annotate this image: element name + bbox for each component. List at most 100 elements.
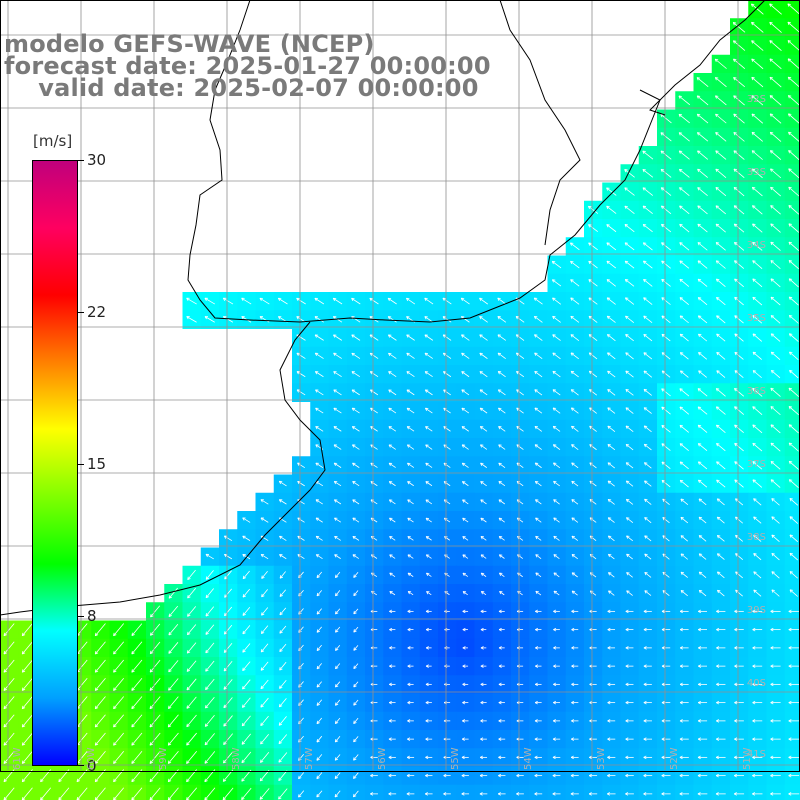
wind-arrow-head: [733, 187, 736, 191]
wind-arrow: [535, 535, 542, 541]
wind-arrow: [443, 499, 451, 505]
wind-arrow: [626, 498, 634, 505]
wind-arrow-head: [734, 738, 738, 741]
wind-arrow-head: [788, 773, 792, 776]
wind-arrow-head: [697, 443, 700, 447]
wind-arrow: [626, 535, 634, 542]
wind-arrow: [224, 606, 233, 617]
wind-arrow: [607, 370, 616, 378]
wind-arrow-head: [734, 352, 737, 356]
wind-arrow: [626, 480, 634, 487]
wind-speed-cell: [784, 73, 800, 92]
wind-arrow: [752, 351, 762, 360]
wind-arrow-head: [498, 536, 501, 540]
wind-arrow-head: [789, 571, 792, 575]
wind-speed-cell: [200, 784, 220, 800]
wind-arrow: [335, 608, 341, 615]
wind-arrow-head: [353, 612, 357, 615]
wind-arrow: [205, 696, 215, 709]
wind-arrow-head: [389, 627, 393, 630]
wind-arrow-head: [424, 792, 428, 795]
wind-arrow-head: [353, 795, 357, 798]
wind-arrow-head: [661, 611, 665, 614]
wind-arrow: [553, 572, 560, 578]
wind-arrow-head: [752, 242, 755, 246]
wind-arrow-head: [679, 370, 682, 374]
wind-arrow-head: [607, 627, 611, 630]
latitude-label: 33S: [746, 167, 766, 178]
wind-arrow-head: [751, 168, 754, 172]
wind-arrow-head: [480, 665, 484, 668]
wind-arrow-head: [607, 775, 611, 778]
wind-arrow: [589, 517, 597, 523]
wind-arrow: [40, 787, 52, 800]
wind-arrow-head: [753, 498, 755, 502]
wind-arrow-head: [314, 316, 317, 320]
wind-speed-cell: [328, 784, 348, 800]
wind-arrow-head: [479, 793, 483, 796]
wind-arrow-head: [480, 591, 483, 595]
wind-arrow: [21, 750, 33, 764]
wind-arrow-head: [388, 389, 391, 393]
wind-arrow-head: [752, 479, 756, 481]
wind-speed-cell: [255, 784, 275, 800]
wind-arrow-head: [697, 150, 699, 154]
wind-arrow: [187, 587, 196, 599]
wind-arrow-head: [716, 461, 718, 465]
wind-arrow-head: [571, 481, 574, 485]
wind-arrow-head: [606, 206, 609, 210]
wind-arrow-head: [734, 664, 738, 667]
wind-arrow-head: [788, 131, 792, 134]
wind-arrow-head: [715, 773, 719, 776]
wind-arrow-head: [644, 462, 646, 466]
wind-arrow-head: [388, 426, 391, 430]
wind-arrow-head: [407, 719, 411, 722]
wind-arrow-head: [624, 297, 627, 301]
wind-arrow: [789, 315, 799, 324]
wind-arrow: [334, 772, 341, 779]
wind-arrow-head: [734, 611, 738, 614]
wind-arrow-head: [425, 426, 428, 430]
wind-arrow: [571, 535, 579, 541]
wind-arrow-head: [771, 333, 775, 335]
wind-arrow: [534, 334, 543, 341]
wind-arrow-head: [752, 241, 756, 244]
wind-arrow: [715, 242, 726, 251]
wind-arrow: [517, 554, 524, 559]
wind-arrow: [499, 591, 505, 596]
wind-arrow-head: [680, 535, 684, 537]
wind-arrow-head: [444, 536, 447, 540]
wind-arrow-head: [625, 315, 629, 317]
wind-arrow-head: [643, 793, 647, 796]
wind-arrow: [113, 677, 125, 691]
wind-arrow: [733, 168, 745, 179]
wind-arrow: [149, 659, 161, 673]
wind-arrow-head: [462, 682, 466, 685]
wind-speed-cell: [584, 784, 603, 800]
wind-arrow-head: [625, 702, 629, 705]
wind-arrow: [407, 499, 414, 505]
wind-arrow-head: [260, 724, 264, 726]
wind-arrow-head: [625, 407, 628, 411]
wind-arrow-head: [534, 702, 538, 705]
wind-speed-cell: [784, 511, 800, 530]
wind-arrow-head: [698, 517, 701, 521]
wind-arrow-head: [261, 593, 263, 597]
wind-arrow: [335, 663, 341, 670]
wind-arrow: [570, 315, 580, 323]
wind-speed-cell: [784, 547, 800, 567]
colorbar-tickmark: [78, 616, 84, 617]
wind-arrow: [533, 297, 543, 305]
wind-arrow-head: [788, 627, 792, 630]
wind-arrow-head: [571, 426, 574, 430]
wind-arrow-head: [679, 352, 682, 356]
wind-arrow: [734, 278, 744, 288]
wind-arrow-head: [698, 370, 702, 372]
wind-arrow: [479, 316, 488, 323]
wind-arrow: [443, 371, 452, 378]
wind-arrow-head: [752, 775, 756, 778]
wind-arrow: [788, 168, 800, 179]
wind-arrow-head: [371, 572, 374, 576]
wind-arrow: [314, 297, 325, 305]
wind-arrow-head: [480, 481, 483, 485]
